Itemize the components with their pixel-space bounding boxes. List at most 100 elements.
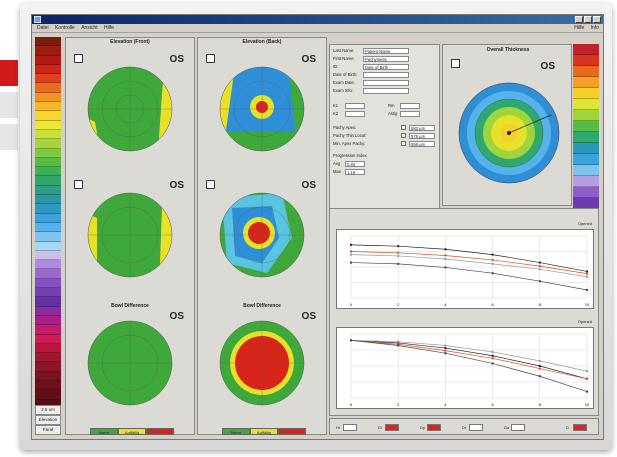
elevation-back-map-2[interactable] [207, 178, 317, 292]
left-tab-active[interactable] [0, 60, 18, 86]
data-point [444, 347, 447, 350]
map-heading: Bowl Difference [111, 303, 149, 309]
data-point [444, 344, 447, 347]
data-point [397, 340, 400, 343]
overall-thickness-map[interactable] [457, 63, 561, 197]
legend-abnormal [146, 428, 174, 435]
data-point [397, 251, 400, 254]
map-elevation-back[interactable]: Elevation (Back) OS [200, 39, 324, 169]
printer-icon[interactable] [206, 180, 215, 189]
k2-label: K2 [333, 111, 339, 116]
map-heading: Elevation (Front) [110, 39, 150, 45]
menu-item-hilfe[interactable]: Hilfe [104, 25, 115, 31]
left-tab[interactable] [0, 92, 18, 118]
scale-type-select[interactable]: Elevation [35, 415, 61, 425]
printer-icon[interactable] [74, 180, 83, 189]
rm-label: Rm [388, 103, 395, 108]
series-line [350, 340, 588, 380]
menu-item-help[interactable]: Hilfe [574, 25, 585, 31]
index-readout-bar: Ht Di Dp Dt Da D [329, 418, 599, 435]
overall-color-scale: Mm Poss S [573, 44, 599, 250]
data-point [586, 370, 588, 373]
id-field[interactable]: Date of Birth [363, 64, 409, 70]
app-icon [34, 16, 41, 23]
scale-swatch [35, 232, 61, 242]
scale-swatch [35, 111, 61, 121]
map-bowl-back[interactable]: Bowl Difference OS Norm Auffällig [200, 303, 324, 435]
bowl-difference-back-map[interactable] [207, 307, 317, 413]
scale-swatch [35, 55, 61, 65]
menu-item-datei[interactable]: Datei [37, 25, 49, 31]
last-name-field[interactable]: Patient Name [363, 48, 409, 54]
index-label: Dt [462, 425, 466, 430]
x-tick-label: 0 [350, 302, 353, 307]
scale-step-select[interactable]: Paraf [35, 425, 61, 435]
bowl-difference-front-map[interactable] [75, 307, 185, 413]
overall-scale-swatch [573, 121, 599, 132]
menu-item-ansicht[interactable]: Ansicht [81, 25, 98, 31]
printer-icon[interactable] [74, 54, 83, 63]
percentage-thickness-graph: 0 2 4 6 8 10 [350, 333, 590, 407]
data-point [538, 265, 541, 268]
index-label: Dp [420, 425, 426, 430]
dob-field[interactable] [363, 72, 409, 78]
scale-swatch [35, 74, 61, 84]
top-graph: 0 2 4 6 8 10 [336, 229, 594, 309]
menu-item-kontrolle[interactable]: Kontrolle [55, 25, 75, 31]
scale-swatch [35, 260, 61, 270]
legend-norm: Norm [222, 428, 250, 435]
left-tab[interactable] [0, 124, 18, 150]
scale-swatch [35, 315, 61, 326]
close-button[interactable] [593, 16, 601, 23]
overall-scale-swatch [573, 165, 599, 176]
elevation-front-map[interactable] [75, 52, 185, 166]
data-point [491, 253, 494, 256]
elevation-front-map-2[interactable] [75, 178, 185, 292]
data-point [491, 354, 494, 357]
scale-swatch [35, 92, 61, 103]
info-label: ID: [333, 64, 339, 69]
index-value [343, 424, 357, 431]
pachy-apex-checkbox[interactable] [401, 125, 406, 130]
map-bowl-front[interactable]: Bowl Difference OS Norm Auffällig [68, 303, 192, 435]
scale-swatch [35, 288, 61, 298]
data-point [586, 275, 588, 278]
index-label: Di [378, 425, 382, 430]
map-elevation-front[interactable]: Elevation (Front) OS [68, 39, 192, 169]
data-point [350, 261, 352, 264]
first-name-field[interactable]: Pachymetry [363, 56, 409, 62]
exam-date-field[interactable] [363, 80, 409, 86]
legend-suspect: Auffällig [118, 428, 146, 435]
data-point [491, 350, 494, 353]
application-window: Datei Kontrolle Ansicht Hilfe Hilfe Info… [31, 14, 604, 440]
pachy-thin-value: 578 µm [409, 133, 435, 139]
data-point [350, 253, 352, 256]
menu-item-info[interactable]: Info [590, 25, 599, 31]
exam-info-field[interactable] [363, 88, 409, 94]
map-elevation-back-2[interactable]: OS [200, 172, 324, 302]
eye-label: OS [169, 311, 184, 322]
pachy-thin-label: Pachy Thin Locat: [333, 133, 367, 138]
series-line [350, 244, 588, 272]
scale-swatch [35, 46, 61, 56]
bottom-graph-unit[interactable]: Opened [577, 319, 592, 324]
scale-swatch [35, 278, 61, 289]
scale-swatch [35, 195, 61, 205]
overall-scale-swatch [573, 110, 599, 121]
k1-value [345, 103, 365, 109]
top-graph-unit[interactable]: Opened [577, 221, 592, 226]
printer-icon[interactable] [451, 59, 460, 68]
elevation-back-map[interactable] [207, 52, 317, 166]
index-value [469, 424, 483, 431]
map-elevation-front-2[interactable]: OS [68, 172, 192, 302]
scale-swatch [35, 380, 61, 391]
pachy-thin-checkbox[interactable] [401, 133, 406, 138]
info-label: First Name: [333, 56, 355, 61]
info-label: Date of Birth: [333, 72, 358, 77]
printer-icon[interactable] [206, 54, 215, 63]
data-point [538, 375, 541, 378]
pachy-min-checkbox[interactable] [401, 141, 406, 146]
minimize-button[interactable] [575, 16, 583, 23]
data-point [350, 339, 352, 342]
maximize-button[interactable] [584, 16, 592, 23]
